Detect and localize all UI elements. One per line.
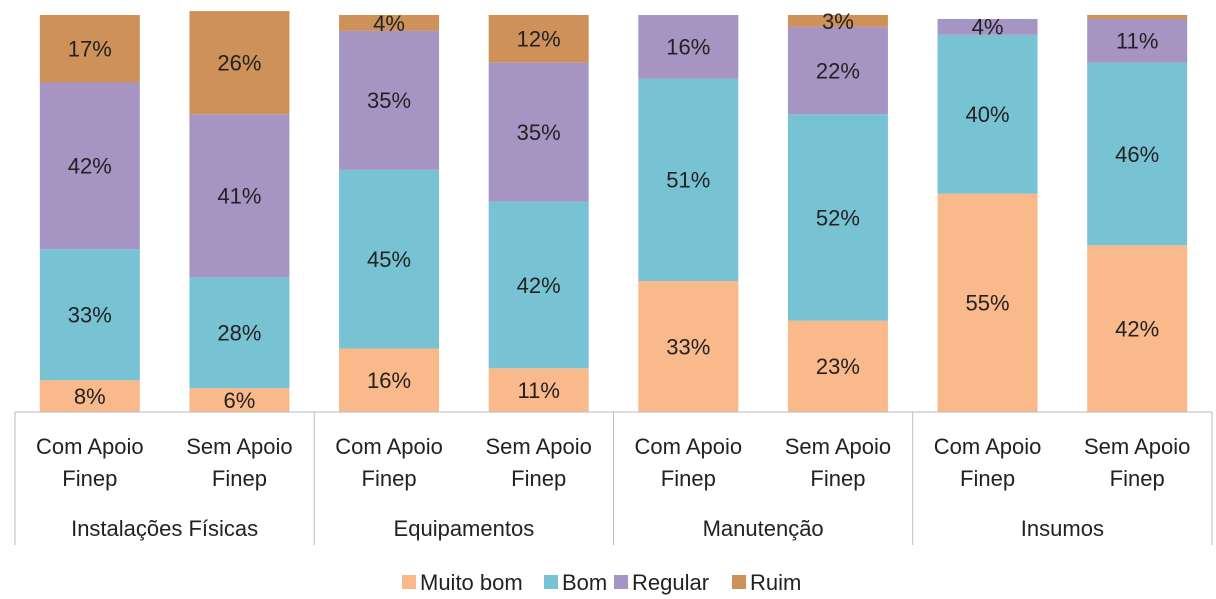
bar-segment	[1087, 18, 1188, 63]
bar-segment	[189, 114, 290, 278]
data-label: 55%	[966, 291, 1010, 316]
data-label: 42%	[1115, 316, 1159, 341]
data-label: 42%	[517, 273, 561, 298]
label-line: Finep	[810, 466, 865, 491]
group-label: Instalações Físicas	[71, 516, 258, 541]
bar-segment	[39, 249, 140, 381]
data-label: 23%	[816, 354, 860, 379]
label-line: Sem Apoio	[785, 434, 891, 459]
data-label: 26%	[217, 50, 261, 75]
legend-label: Bom	[562, 570, 607, 595]
bar-segment	[339, 30, 440, 170]
label-line: Finep	[212, 466, 267, 491]
bar-segment	[638, 78, 739, 281]
data-label: 4%	[373, 11, 405, 36]
x-tick-label: Com Apoio Finep	[934, 434, 1042, 491]
data-label: 11%	[517, 378, 559, 403]
x-tick-label: Com Apoio Finep	[635, 434, 743, 491]
bar-segment	[39, 82, 140, 250]
bar-segment	[488, 15, 589, 63]
data-label: 33%	[68, 303, 112, 328]
bar-segment	[189, 277, 290, 389]
bar-segment	[638, 280, 739, 412]
label-line: Finep	[1110, 466, 1165, 491]
label-line: Com Apoio	[36, 434, 144, 459]
bar-segment	[787, 114, 888, 321]
data-label: 41%	[217, 183, 261, 208]
x-tick-label: Com Apoio Finep	[36, 434, 144, 491]
data-label: 46%	[1115, 142, 1159, 167]
label-line: Finep	[362, 466, 417, 491]
data-label: 42%	[68, 154, 112, 179]
data-label: 45%	[367, 247, 411, 272]
x-tick-label: Sem Apoio Finep	[186, 434, 292, 491]
data-label: 4%	[972, 15, 1004, 40]
bar-segment	[937, 193, 1038, 412]
label-line: Finep	[661, 466, 716, 491]
bar-segment	[1087, 245, 1188, 412]
x-tick-label: Sem Apoio Finep	[785, 434, 891, 491]
data-label: 40%	[966, 102, 1010, 127]
data-label: 11%	[1116, 29, 1158, 54]
bar-segment	[488, 62, 589, 202]
data-label: 3%	[822, 9, 854, 34]
data-label: 22%	[816, 58, 860, 83]
data-label: 16%	[367, 368, 411, 393]
x-tick-label: Sem Apoio Finep	[485, 434, 591, 491]
legend-label: Ruim	[750, 570, 801, 595]
legend-swatch	[402, 575, 416, 589]
data-label: 6%	[224, 388, 256, 413]
bar-segment	[39, 380, 140, 412]
bar-segment	[339, 15, 440, 31]
bar-segment	[339, 348, 440, 412]
label-line: Com Apoio	[635, 434, 743, 459]
bar-segment	[787, 320, 888, 412]
label-line: Sem Apoio	[1084, 434, 1190, 459]
data-label: 33%	[666, 334, 710, 359]
group-label: Manutenção	[703, 516, 824, 541]
label-line: Sem Apoio	[485, 434, 591, 459]
data-label: 17%	[68, 37, 112, 62]
bar-segment	[488, 201, 589, 369]
x-tick-label: Com Apoio Finep	[335, 434, 443, 491]
label-line: Finep	[511, 466, 566, 491]
legend-swatch	[614, 575, 628, 589]
bar-segment	[787, 26, 888, 115]
data-label: 28%	[217, 320, 261, 345]
legend-label: Regular	[632, 570, 709, 595]
label-line: Sem Apoio	[186, 434, 292, 459]
bar-segment	[1087, 15, 1188, 19]
bar-segment	[937, 18, 1038, 35]
data-label: 35%	[517, 120, 561, 145]
label-line: Finep	[960, 466, 1015, 491]
bar-segment	[488, 368, 589, 412]
data-label: 35%	[367, 88, 411, 113]
data-label: 51%	[666, 168, 710, 193]
bar-segment	[339, 169, 440, 349]
group-label: Equipamentos	[394, 516, 535, 541]
x-tick-label: Sem Apoio Finep	[1084, 434, 1190, 491]
group-label: Insumos	[1021, 516, 1104, 541]
label-line: Com Apoio	[934, 434, 1042, 459]
label-line: Finep	[62, 466, 117, 491]
label-line: Com Apoio	[335, 434, 443, 459]
data-label: 12%	[517, 27, 561, 52]
bar-segment	[1087, 62, 1188, 246]
data-label: 16%	[666, 35, 710, 60]
bar-segment	[189, 388, 290, 412]
data-label: 8%	[74, 384, 106, 409]
data-label: 52%	[816, 205, 860, 230]
bar-segment	[937, 34, 1038, 194]
legend-swatch	[544, 575, 558, 589]
bar-segment	[189, 11, 290, 115]
legend-label: Muito bom	[420, 570, 523, 595]
legend-swatch	[732, 575, 746, 589]
bar-segment	[787, 15, 888, 27]
bar-segment	[39, 15, 140, 83]
bar-segment	[638, 15, 739, 79]
